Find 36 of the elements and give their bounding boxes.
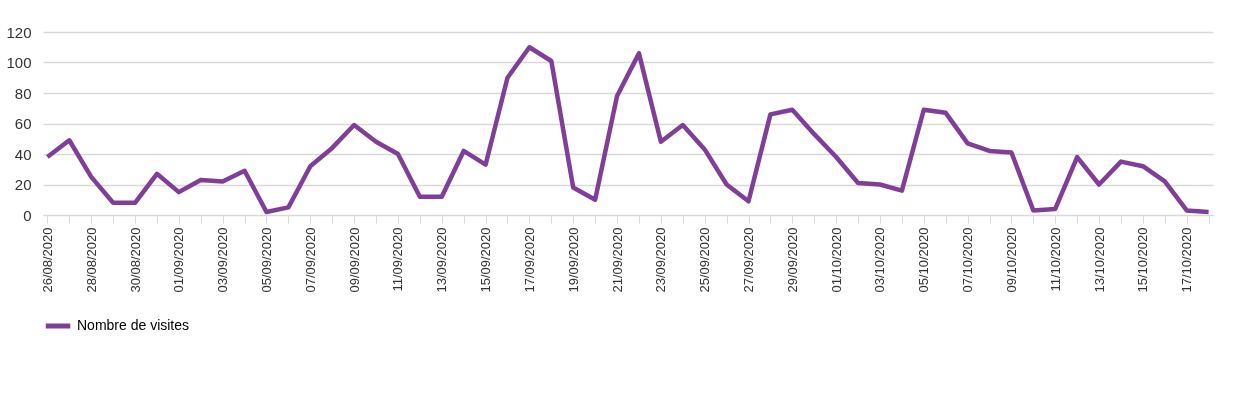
x-tick-label: 01/09/2020 <box>171 227 187 293</box>
x-tick-label: 07/09/2020 <box>302 227 318 293</box>
x-tick-label: 11/09/2020 <box>390 227 406 292</box>
x-tick-label: 21/09/2020 <box>609 227 625 293</box>
x-tick-label: 26/08/2020 <box>39 227 55 293</box>
y-tick-label: 60 <box>14 115 32 132</box>
x-tick-label: 15/09/2020 <box>478 227 494 293</box>
y-tick-label: 0 <box>23 206 32 224</box>
x-tick-label: 09/10/2020 <box>1003 227 1019 293</box>
x-tick-label: 15/10/2020 <box>1135 227 1151 293</box>
x-tick-label: 09/09/2020 <box>346 227 362 293</box>
x-tick-label: 17/09/2020 <box>521 227 537 293</box>
legend-label: Nombre de visites <box>77 317 190 333</box>
x-tick-label: 27/09/2020 <box>741 227 757 293</box>
x-tick-label: 30/08/2020 <box>127 227 143 293</box>
x-tick-label: 19/09/2020 <box>565 227 581 293</box>
x-tick-label: 01/10/2020 <box>828 227 844 293</box>
x-tick-label: 11/10/2020 <box>1047 227 1063 292</box>
y-tick-label: 40 <box>14 145 32 163</box>
x-tick-label: 29/09/2020 <box>784 227 800 293</box>
x-tick-label: 07/10/2020 <box>960 227 976 293</box>
y-tick-label: 100 <box>6 54 32 71</box>
x-tick-label: 03/09/2020 <box>215 227 231 293</box>
x-tick-label: 03/10/2020 <box>872 227 888 293</box>
x-tick-label: 28/08/2020 <box>83 227 99 293</box>
x-tick-label: 17/10/2020 <box>1179 227 1195 293</box>
line-series <box>45 45 1211 215</box>
y-tick-label: 120 <box>6 23 32 41</box>
x-tick-label: 05/10/2020 <box>916 227 932 293</box>
x-tick-label: 23/09/2020 <box>653 227 669 293</box>
x-tick-label: 05/09/2020 <box>258 227 274 293</box>
x-tick-label: 25/09/2020 <box>697 227 713 293</box>
y-tick-label: 80 <box>14 84 32 102</box>
x-tick-label: 13/10/2020 <box>1091 227 1107 293</box>
y-tick-label: 20 <box>14 176 32 193</box>
x-tick-label: 13/09/2020 <box>434 227 450 293</box>
